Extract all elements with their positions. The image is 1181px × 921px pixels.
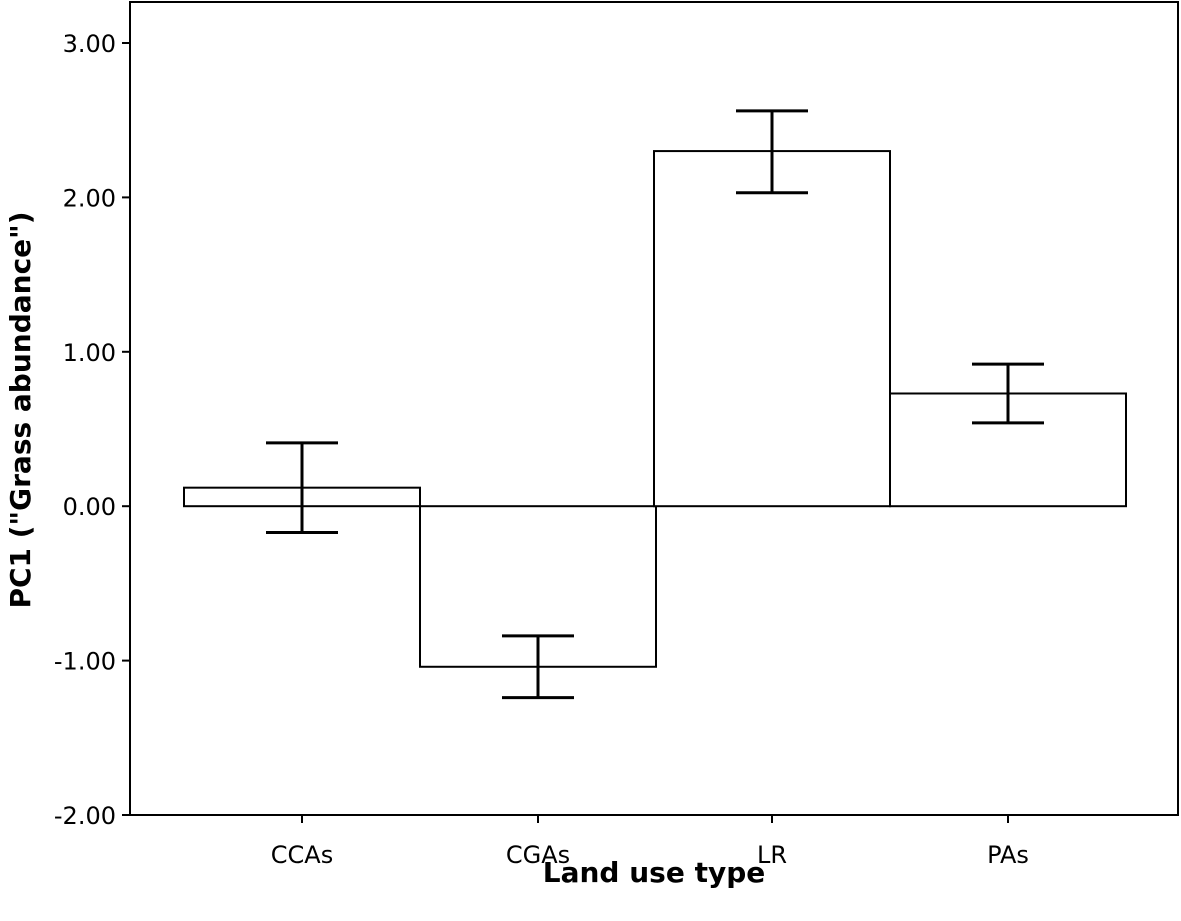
x-tick-label: PAs (987, 841, 1029, 869)
y-axis: -2.00 -1.00 0.00 1.00 2.00 3.00 (54, 2, 131, 830)
x-axis-title: Land use type (543, 856, 765, 889)
bars-group (183, 150, 1127, 668)
y-tick-label: -1.00 (54, 648, 116, 676)
error-bar-ccas (266, 441, 338, 534)
error-bars-group (266, 109, 1044, 700)
x-tick-label: CCAs (271, 841, 333, 869)
x-axis: CCAs CGAs LR PAs (271, 815, 1029, 869)
y-axis-title: PC1 ("Grass abundance") (4, 211, 37, 608)
x-tick-label: LR (757, 841, 787, 869)
y-tick-label: -2.00 (54, 802, 116, 830)
error-bar-cgas (502, 634, 574, 700)
y-tick-label: 2.00 (63, 184, 116, 212)
y-tick-label: 0.00 (63, 493, 116, 521)
x-tick-label: CGAs (506, 841, 570, 869)
y-tick-label: 1.00 (63, 339, 116, 367)
y-tick-label: 3.00 (63, 30, 116, 58)
error-bar-pas (972, 362, 1044, 425)
bar-lr (653, 150, 891, 508)
error-bar-lr (736, 109, 808, 195)
